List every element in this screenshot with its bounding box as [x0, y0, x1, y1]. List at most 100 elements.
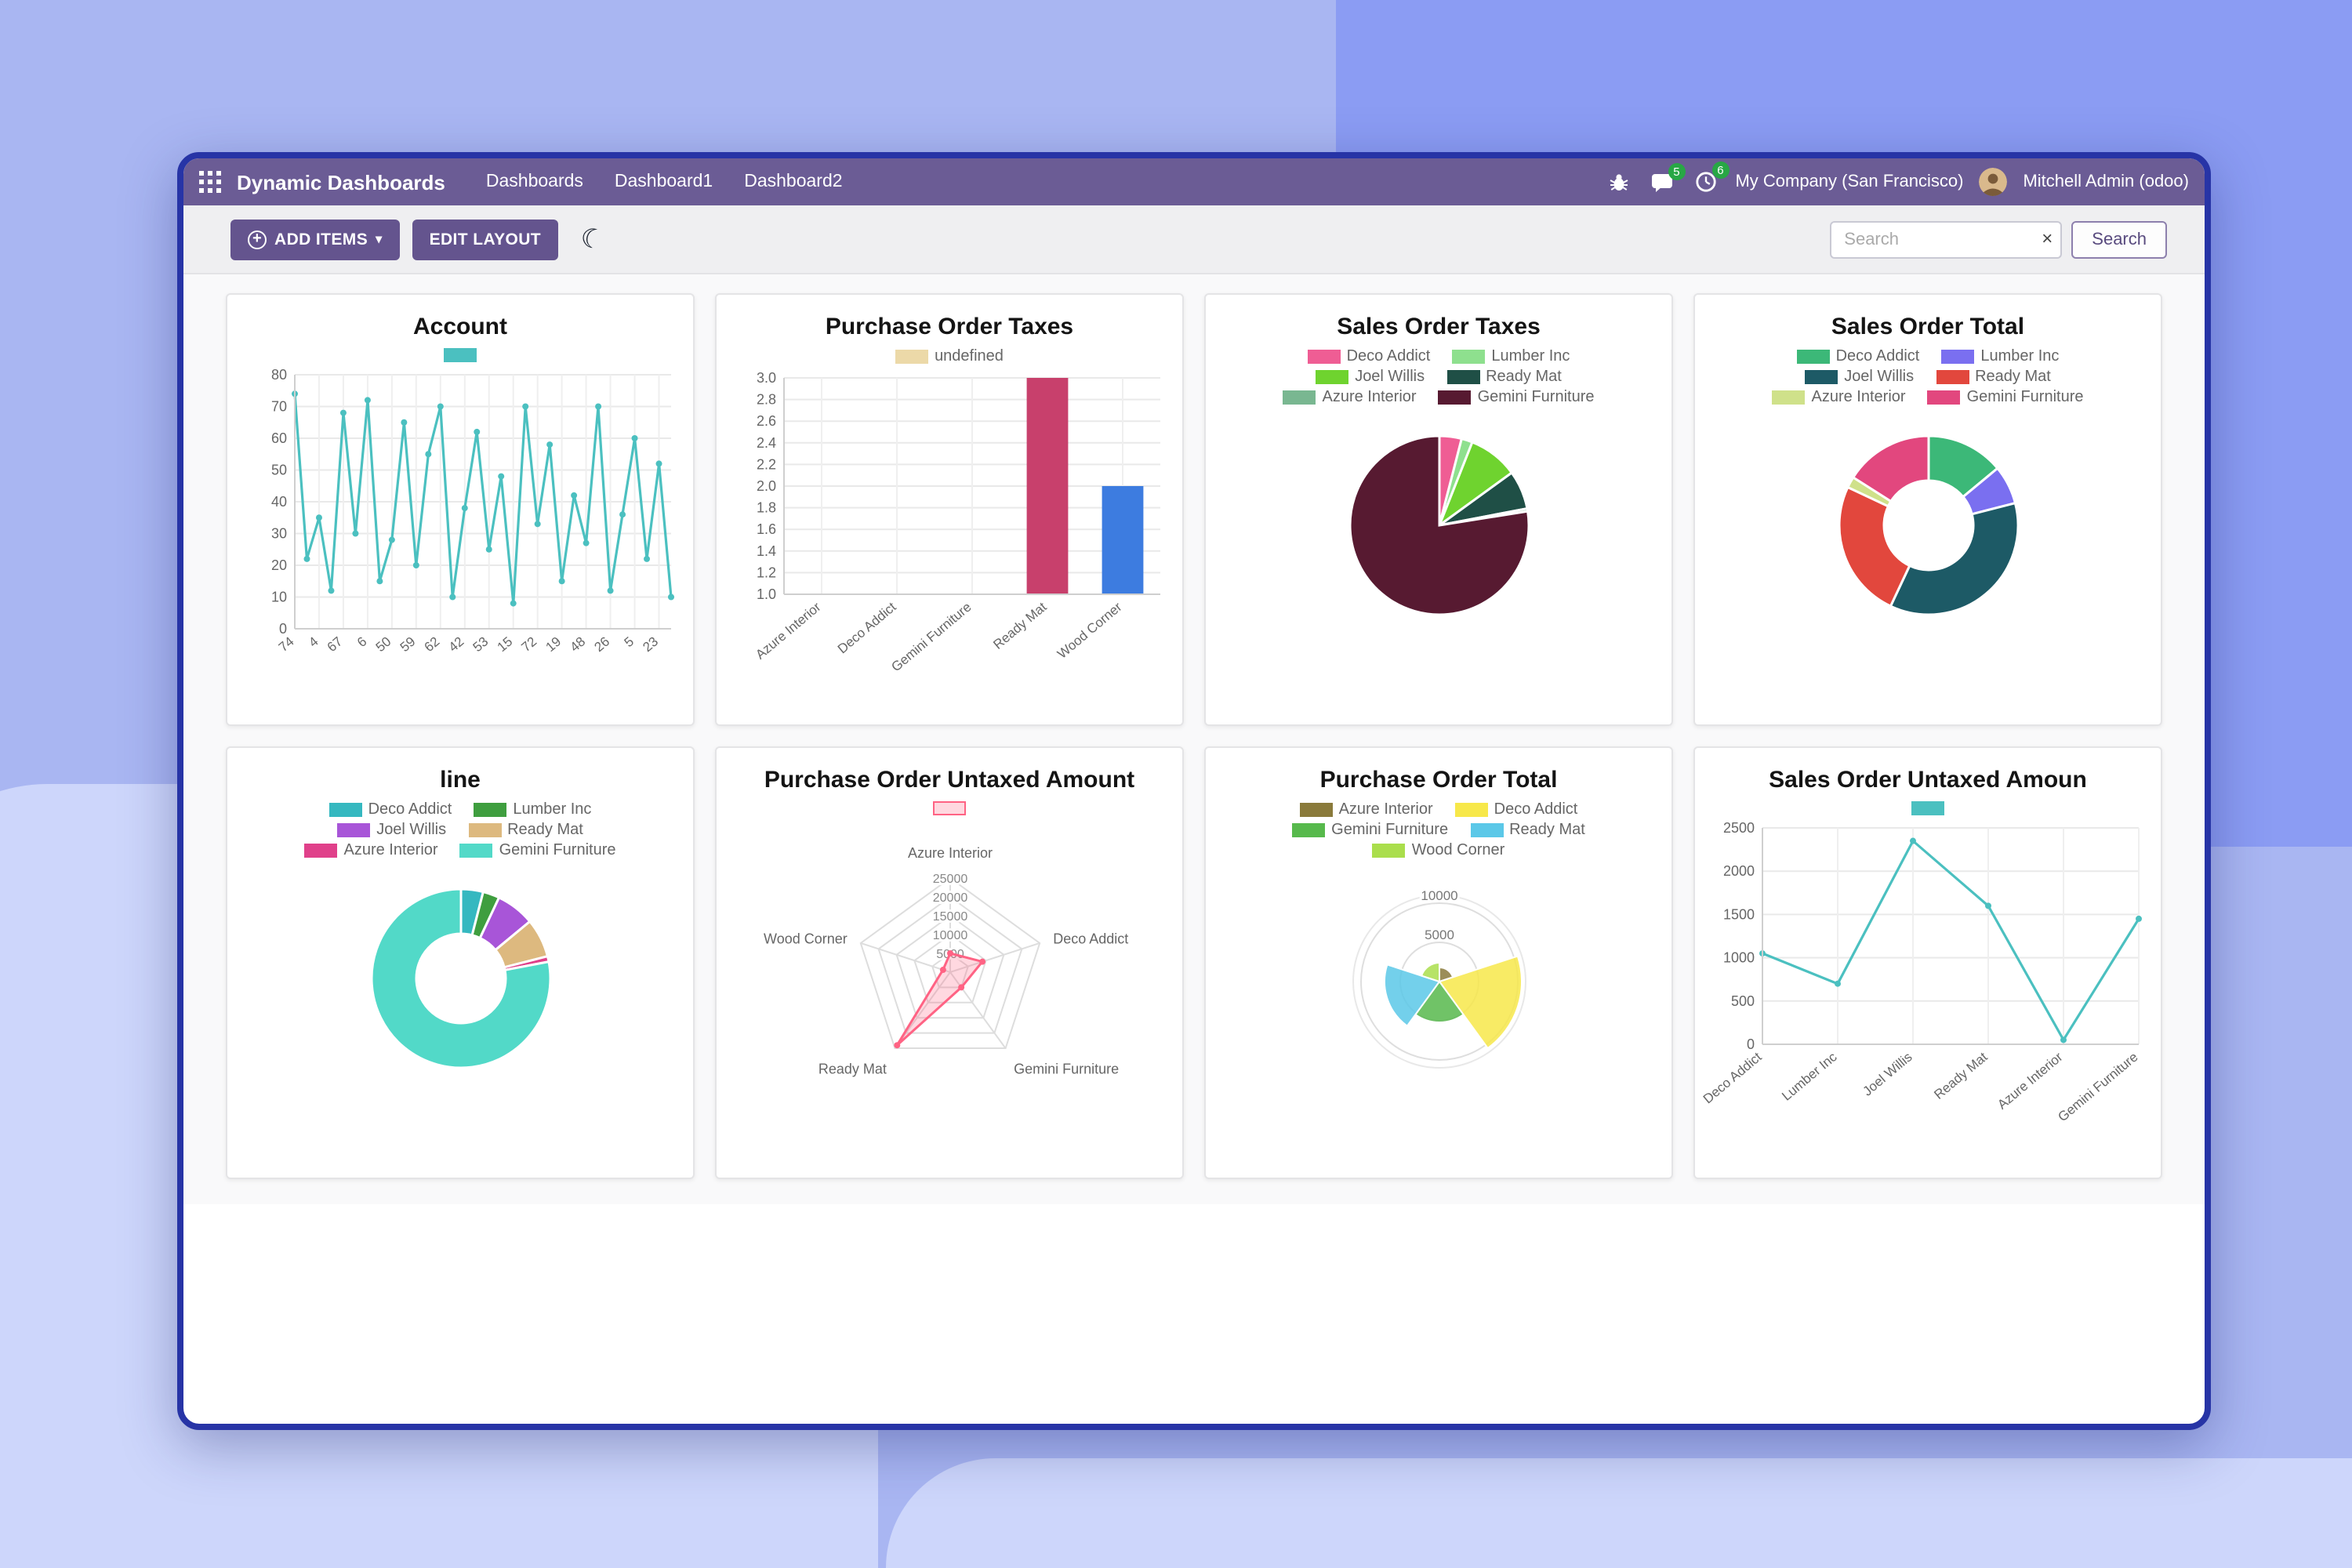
legend-item[interactable]: Azure Interior: [1283, 389, 1417, 406]
legend-item[interactable]: Deco Addict: [1454, 801, 1577, 818]
search-button[interactable]: Search: [2071, 220, 2167, 258]
legend-label: Gemini Furniture: [1966, 389, 2084, 406]
svg-text:20000: 20000: [932, 891, 967, 905]
legend-swatch: [1772, 390, 1806, 405]
legend-label: Azure Interior: [343, 842, 438, 859]
chart-legend: [1911, 801, 1944, 815]
legend-row: Gemini Furniture Ready Mat: [1292, 822, 1585, 839]
avatar[interactable]: [1979, 168, 2008, 196]
add-items-button[interactable]: + ADD ITEMS ▾: [230, 219, 400, 260]
legend-swatch: [1911, 801, 1944, 815]
legend-item[interactable]: [444, 348, 477, 362]
svg-text:6: 6: [354, 634, 368, 651]
chart-area: 500010000150002000025000Azure InteriorDe…: [724, 815, 1175, 1178]
clear-search-icon[interactable]: ×: [2042, 227, 2053, 249]
nav-item-dashboard1[interactable]: Dashboard1: [614, 172, 713, 191]
company-switcher[interactable]: My Company (San Francisco): [1735, 172, 1964, 191]
legend-item[interactable]: Gemini Furniture: [459, 842, 616, 859]
chart-card: Purchase Order Taxes undefined 1.0 1.2 1.4…: [715, 293, 1184, 726]
svg-text:2.2: 2.2: [756, 456, 775, 472]
legend-item[interactable]: Lumber Inc: [1941, 348, 2059, 365]
legend-item[interactable]: Azure Interior: [304, 842, 438, 859]
legend-item[interactable]: Ready Mat: [468, 822, 583, 839]
messages-icon[interactable]: 5: [1647, 162, 1686, 195]
legend-label: Wood Corner: [1411, 842, 1505, 859]
svg-text:1.2: 1.2: [756, 564, 775, 580]
chart-card: Purchase Order Untaxed Amount 5000100001…: [715, 746, 1184, 1179]
legend-item[interactable]: Azure Interior: [1772, 389, 1906, 406]
svg-text:15000: 15000: [932, 910, 967, 924]
legend-item[interactable]: Joel Willis: [1805, 368, 1914, 386]
legend-item[interactable]: [1911, 801, 1944, 815]
legend-label: Ready Mat: [507, 822, 583, 839]
dark-mode-toggle-icon[interactable]: ☾: [576, 220, 608, 256]
svg-text:3.0: 3.0: [756, 370, 775, 386]
svg-text:62: 62: [421, 634, 442, 655]
svg-text:Lumber Inc: Lumber Inc: [1778, 1049, 1839, 1104]
legend-label: Gemini Furniture: [1331, 822, 1449, 839]
legend-row: Wood Corner: [1372, 842, 1505, 859]
legend-label: Lumber Inc: [1491, 348, 1570, 365]
bar-chart-svg: 1.0 1.2 1.4 1.6 1.8 2.0 2.2 2.4 2.6 2.8 3.0 Azure I…: [752, 370, 1160, 674]
chart-legend: Deco Addict Lumber Inc Joel Willis Ready Ma…: [1772, 348, 2084, 406]
chart-legend: Deco Addict Lumber Inc Joel Willis Ready Ma…: [304, 801, 616, 859]
svg-text:72: 72: [518, 634, 539, 655]
legend-item[interactable]: Ready Mat: [1470, 822, 1585, 839]
svg-text:Gemini Furniture: Gemini Furniture: [2054, 1050, 2140, 1125]
legend-item[interactable]: Gemini Furniture: [1927, 389, 2084, 406]
legend-swatch: [328, 803, 362, 817]
apps-grid-icon[interactable]: [199, 171, 221, 193]
svg-text:60: 60: [270, 430, 286, 446]
chart-card: line Deco Addict Lumber Inc Joel Willis Rea…: [226, 746, 695, 1179]
legend-item[interactable]: Lumber Inc: [1452, 348, 1570, 365]
legend-item[interactable]: Ready Mat: [1446, 368, 1562, 386]
legend-label: Lumber Inc: [513, 801, 592, 818]
legend-item[interactable]: Ready Mat: [1936, 368, 2051, 386]
chart-card: Account 0 10 20 30 40 50 60 70 80 74 4 67 6 50 59 62 42 5…: [226, 293, 695, 726]
search-input[interactable]: [1830, 220, 2063, 258]
svg-text:1.0: 1.0: [756, 586, 775, 602]
svg-text:23: 23: [639, 634, 660, 655]
nav-item-dashboards[interactable]: Dashboards: [485, 172, 583, 191]
edit-layout-button[interactable]: EDIT LAYOUT: [412, 219, 559, 260]
legend-item[interactable]: Lumber Inc: [474, 801, 591, 818]
legend-row: undefined: [895, 348, 1004, 365]
nav-item-dashboard2[interactable]: Dashboard2: [744, 172, 843, 191]
svg-text:59: 59: [397, 634, 418, 655]
legend-item[interactable]: Deco Addict: [1796, 348, 1920, 365]
svg-text:Azure Interior: Azure Interior: [907, 845, 992, 861]
doughnut-chart-svg: [369, 887, 551, 1069]
legend-item[interactable]: Joel Willis: [1316, 368, 1425, 386]
svg-text:2500: 2500: [1722, 820, 1754, 836]
bug-icon[interactable]: [1605, 169, 1632, 195]
legend-swatch: [1446, 370, 1480, 384]
legend-item[interactable]: [933, 801, 966, 815]
svg-text:30: 30: [270, 526, 286, 542]
user-menu[interactable]: Mitchell Admin (odoo): [2023, 172, 2189, 191]
legend-item[interactable]: Azure Interior: [1299, 801, 1433, 818]
legend-item[interactable]: undefined: [895, 348, 1004, 365]
legend-swatch: [1299, 803, 1333, 817]
legend-swatch: [444, 348, 477, 362]
legend-item[interactable]: Gemini Furniture: [1438, 389, 1595, 406]
svg-text:Joel Willis: Joel Willis: [1859, 1050, 1914, 1099]
polar-area-chart-svg: 5000 10000: [1352, 886, 1526, 1069]
legend-item[interactable]: Wood Corner: [1372, 842, 1505, 859]
legend-label: Deco Addict: [1835, 348, 1920, 365]
legend-item[interactable]: Deco Addict: [328, 801, 452, 818]
chart-title: Purchase Order Taxes: [825, 314, 1074, 340]
legend-swatch: [1470, 823, 1504, 837]
legend-label: Lumber Inc: [1980, 348, 2060, 365]
svg-text:5: 5: [621, 634, 636, 651]
legend-item[interactable]: Deco Addict: [1307, 348, 1430, 365]
chart-legend: Deco Addict Lumber Inc Joel Willis Ready Ma…: [1283, 348, 1595, 406]
svg-text:26: 26: [590, 634, 612, 655]
legend-item[interactable]: Gemini Furniture: [1292, 822, 1448, 839]
svg-text:2.6: 2.6: [756, 413, 775, 429]
svg-text:4: 4: [305, 634, 320, 651]
activities-icon[interactable]: 6: [1691, 162, 1730, 196]
legend-swatch: [933, 801, 966, 815]
legend-item[interactable]: Joel Willis: [337, 822, 446, 839]
chart-legend: undefined: [895, 348, 1004, 365]
legend-swatch: [1292, 823, 1326, 837]
